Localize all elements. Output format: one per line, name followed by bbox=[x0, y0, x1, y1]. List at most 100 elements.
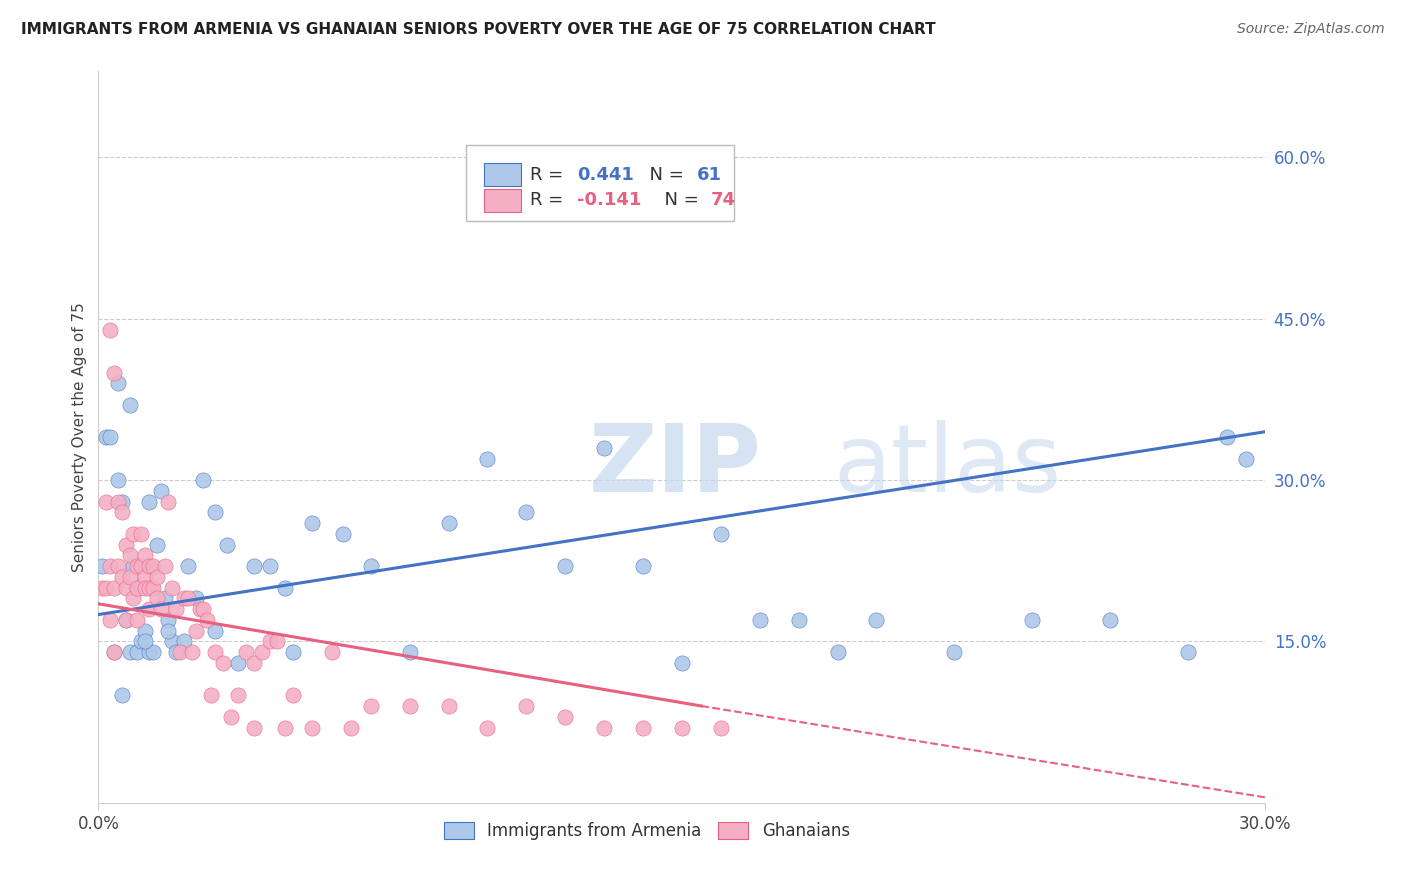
Point bbox=[554, 559, 576, 574]
Point bbox=[122, 527, 145, 541]
Point bbox=[122, 591, 145, 606]
Point bbox=[91, 559, 114, 574]
Point bbox=[91, 581, 114, 595]
Point bbox=[118, 398, 141, 412]
FancyBboxPatch shape bbox=[484, 163, 520, 186]
Point bbox=[118, 570, 141, 584]
Point bbox=[96, 494, 118, 508]
Point bbox=[204, 505, 226, 519]
Point bbox=[274, 721, 297, 735]
Point bbox=[114, 581, 136, 595]
Point bbox=[710, 527, 733, 541]
Point bbox=[593, 441, 616, 455]
Point bbox=[134, 624, 156, 638]
Point bbox=[1215, 430, 1237, 444]
Point bbox=[157, 613, 180, 627]
Point bbox=[107, 473, 129, 487]
Point bbox=[149, 483, 172, 498]
Text: ZIP: ZIP bbox=[589, 420, 762, 512]
Point bbox=[127, 581, 149, 595]
Point bbox=[118, 549, 141, 563]
Point bbox=[107, 494, 129, 508]
Point bbox=[228, 656, 250, 670]
Point bbox=[103, 645, 125, 659]
Point bbox=[103, 366, 125, 380]
Point bbox=[215, 538, 238, 552]
Point bbox=[107, 559, 129, 574]
Point bbox=[114, 613, 136, 627]
Point bbox=[554, 710, 576, 724]
Point bbox=[177, 559, 200, 574]
Point bbox=[193, 473, 215, 487]
Point bbox=[114, 538, 136, 552]
Point bbox=[631, 721, 654, 735]
Point bbox=[865, 613, 887, 627]
Point bbox=[184, 591, 207, 606]
Point bbox=[301, 516, 323, 530]
Point bbox=[149, 602, 172, 616]
Point bbox=[748, 613, 770, 627]
Point bbox=[98, 430, 121, 444]
Point bbox=[138, 645, 160, 659]
Point bbox=[96, 581, 118, 595]
Point bbox=[98, 613, 121, 627]
Point bbox=[118, 645, 141, 659]
Point bbox=[360, 698, 382, 713]
Point bbox=[787, 613, 810, 627]
Point bbox=[321, 645, 343, 659]
Point bbox=[127, 645, 149, 659]
Point bbox=[243, 656, 266, 670]
Point bbox=[360, 559, 382, 574]
Point bbox=[157, 624, 180, 638]
Point bbox=[477, 451, 499, 466]
Point bbox=[180, 645, 202, 659]
Point bbox=[103, 581, 125, 595]
Point bbox=[138, 581, 160, 595]
Point bbox=[138, 494, 160, 508]
Point bbox=[127, 559, 149, 574]
Point bbox=[111, 494, 134, 508]
Point bbox=[98, 559, 121, 574]
Legend: Immigrants from Armenia, Ghanaians: Immigrants from Armenia, Ghanaians bbox=[437, 815, 856, 847]
Text: -0.141: -0.141 bbox=[576, 191, 641, 210]
Point bbox=[162, 634, 184, 648]
Text: R =: R = bbox=[530, 166, 569, 184]
Point bbox=[162, 581, 184, 595]
Point bbox=[111, 570, 134, 584]
Point bbox=[134, 581, 156, 595]
Point bbox=[515, 505, 537, 519]
Point bbox=[111, 688, 134, 702]
Point bbox=[193, 602, 215, 616]
Point bbox=[281, 688, 304, 702]
Point bbox=[281, 645, 304, 659]
Point bbox=[398, 645, 420, 659]
Point bbox=[96, 430, 118, 444]
Point bbox=[259, 634, 281, 648]
Point bbox=[165, 602, 187, 616]
Point bbox=[153, 559, 176, 574]
Point bbox=[138, 559, 160, 574]
Point bbox=[204, 624, 226, 638]
Point bbox=[827, 645, 849, 659]
Point bbox=[122, 559, 145, 574]
Point bbox=[332, 527, 354, 541]
Point bbox=[710, 721, 733, 735]
Point bbox=[219, 710, 242, 724]
Text: 61: 61 bbox=[697, 166, 723, 184]
Point bbox=[437, 698, 460, 713]
Point bbox=[127, 581, 149, 595]
Point bbox=[138, 602, 160, 616]
Point bbox=[129, 559, 152, 574]
Point bbox=[177, 591, 200, 606]
Point bbox=[243, 721, 266, 735]
Point bbox=[146, 591, 169, 606]
Point bbox=[631, 559, 654, 574]
FancyBboxPatch shape bbox=[465, 145, 734, 221]
Point bbox=[188, 602, 211, 616]
Point bbox=[165, 645, 187, 659]
Point bbox=[259, 559, 281, 574]
Point bbox=[212, 656, 235, 670]
Point bbox=[173, 634, 195, 648]
Text: atlas: atlas bbox=[834, 420, 1062, 512]
Point bbox=[250, 645, 273, 659]
